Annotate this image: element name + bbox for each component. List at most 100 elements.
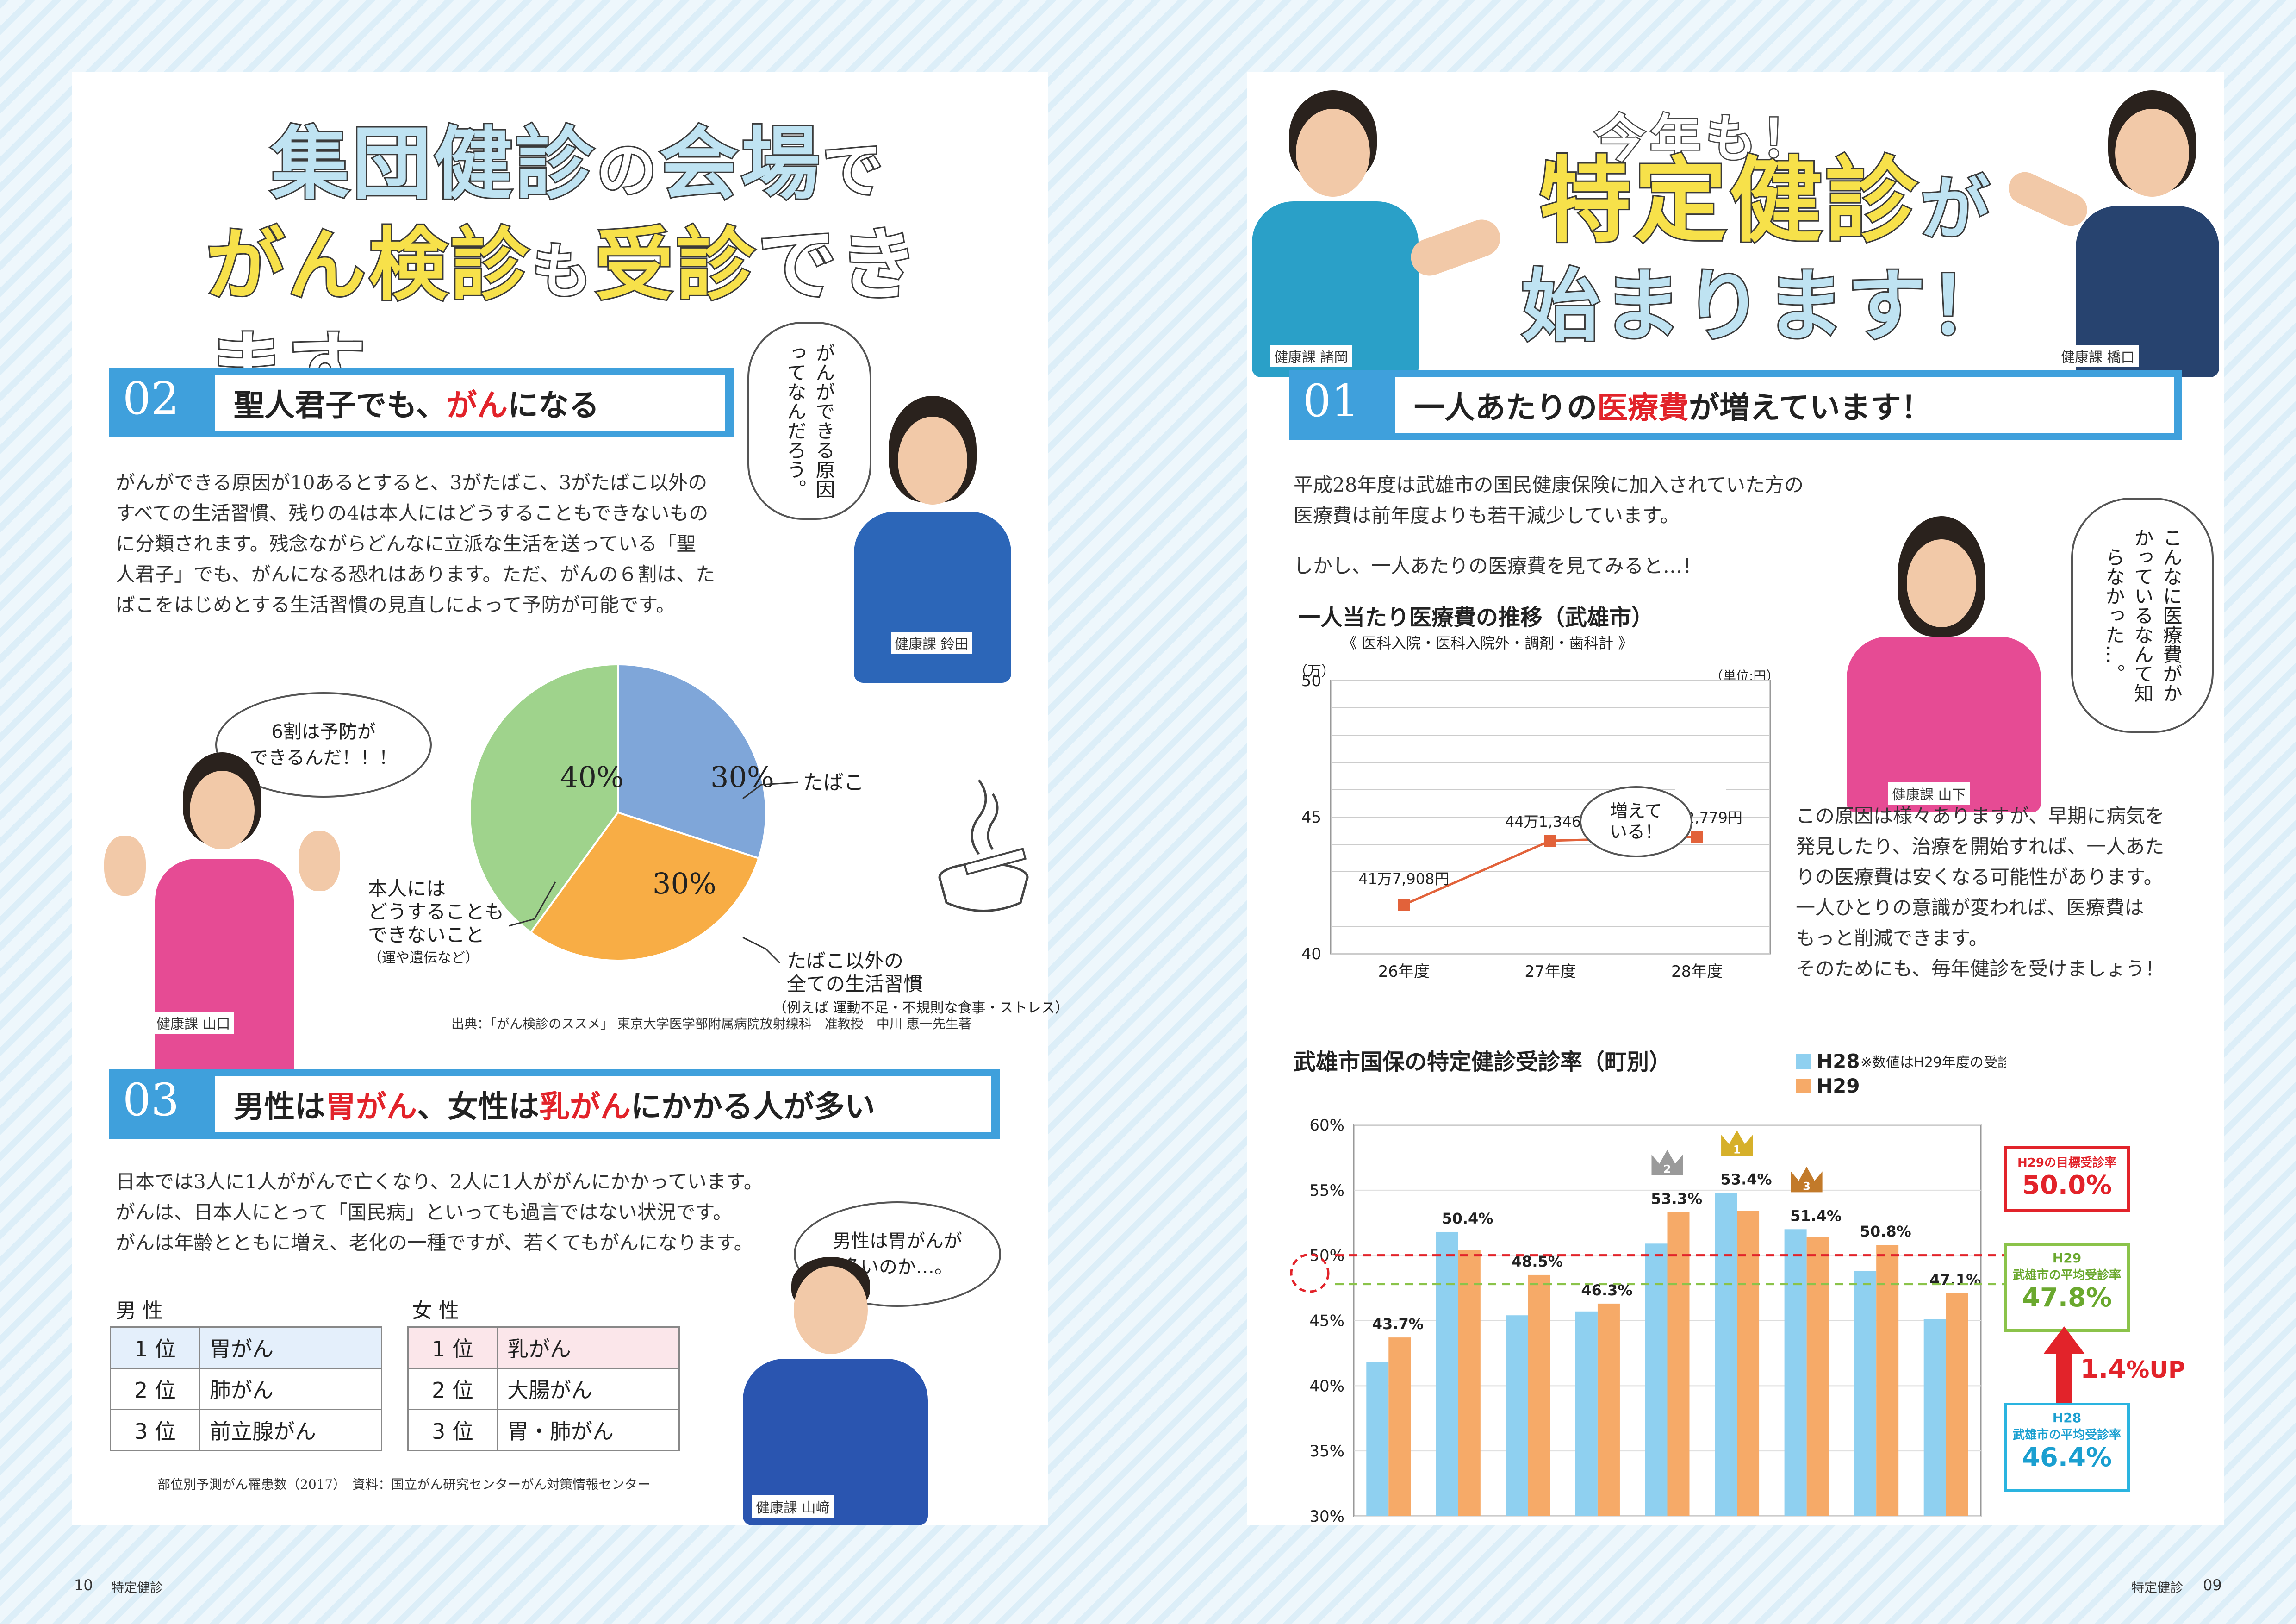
body-line: に分類されます。残念ながらどんなに立派な生活を送っている「聖 bbox=[116, 532, 696, 555]
crown-icon: 3 bbox=[1791, 1167, 1823, 1193]
medical-cost-line-chart: 一人当たり医療費の推移（武雄市） 《 医科入院・医科入院外・調剤・歯科計 》 （… bbox=[1294, 605, 1779, 981]
pie-label-lifestyle-note: （例えば 運動不足・不規則な食事・ストレス） bbox=[773, 1000, 1067, 1016]
pie-slice bbox=[469, 663, 619, 934]
photo-yamashita bbox=[1821, 516, 2080, 812]
rate-data-label: 47.1% bbox=[1929, 1271, 1981, 1288]
bar-h29 bbox=[1388, 1337, 1411, 1516]
headline-1d: で bbox=[821, 134, 886, 207]
pie-value-tobacco: 30% bbox=[710, 760, 774, 794]
rank-pos: 2 位 bbox=[407, 1368, 498, 1410]
body-line: そのためにも、毎年健診を受けましょう！ bbox=[1796, 957, 2165, 980]
rank-name: 胃がん bbox=[199, 1326, 382, 1369]
bubble-text: がんができる原因ってなんだろう。 bbox=[784, 343, 835, 499]
left-page-number: 10 bbox=[74, 1576, 93, 1594]
table-row: 2 位肺がん bbox=[110, 1368, 382, 1410]
table-row: 3 位前立腺がん bbox=[110, 1409, 382, 1451]
body-line: がんは、日本人にとって「国民病」といっても過言ではない状況です。 bbox=[116, 1201, 733, 1224]
crown-icon: 2 bbox=[1651, 1149, 1683, 1176]
headline-1c: 会場 bbox=[658, 117, 823, 212]
caption-yamasaki: 健康課 山﨑 bbox=[752, 1495, 834, 1518]
photo-yamasaki bbox=[715, 1257, 956, 1525]
bar-h28 bbox=[1645, 1243, 1668, 1516]
headline-1a: 集団健診 bbox=[269, 117, 597, 212]
up-arrow-icon bbox=[2043, 1326, 2085, 1465]
pie-source: 出典：「がん検診のススメ」 東京大学医学部附属病院放射線科 准教授 中川 恵一先… bbox=[451, 1016, 971, 1031]
crown-rank: 3 bbox=[1803, 1180, 1811, 1193]
line-annotation-2: いる！ bbox=[1610, 822, 1662, 842]
bar-chart-note: ※数値はH29年度の受診率（速報値） bbox=[1860, 1055, 2006, 1071]
left-page-label: 特定健診 bbox=[111, 1580, 163, 1595]
body-line: 発見したり、治療を開始すれば、一人あた bbox=[1796, 835, 2165, 858]
section-03-header: 03 男性は 胃がん 、女性は 乳がん にかかる人が多い bbox=[109, 1069, 1000, 1139]
title-text: 、女性は bbox=[417, 1089, 539, 1124]
crown-rank: 2 bbox=[1663, 1163, 1671, 1176]
x-tick-label: 26年度 bbox=[1378, 962, 1430, 981]
right-page-label: 特定健診 bbox=[2131, 1580, 2184, 1595]
bar-h28 bbox=[1366, 1362, 1389, 1516]
rate-data-label: 53.3% bbox=[1651, 1190, 1702, 1208]
right-page-number: 09 bbox=[2203, 1576, 2222, 1594]
y-tick-label: 35% bbox=[1309, 1442, 1344, 1461]
section-01-body-2: しかし、一人あたりの医療費を見てみると…！ bbox=[1294, 555, 1702, 577]
title-red: がん bbox=[447, 387, 508, 423]
body-line: 平成28年度は武雄市の国民健康保険に加入されていた方の bbox=[1294, 474, 1804, 496]
cancer-cause-pie-chart: 30% 30% 40% たばこ たばこ以外の 全ての生活習慣 （例えば 運動不足… bbox=[469, 663, 1067, 1016]
rank-name: 胃・肺がん bbox=[497, 1409, 680, 1451]
rate-data-label: 53.4% bbox=[1721, 1170, 1772, 1188]
bar-h29 bbox=[1458, 1250, 1481, 1516]
bar-h28 bbox=[1436, 1231, 1458, 1516]
crown-rank: 1 bbox=[1733, 1143, 1741, 1156]
cost-data-label: 41万7,908円 bbox=[1358, 870, 1449, 887]
rank-name: 乳がん bbox=[497, 1326, 680, 1369]
crown-icon: 1 bbox=[1721, 1130, 1753, 1156]
target-rate-label: H29の目標受診率 bbox=[2017, 1156, 2116, 1170]
speech-bubble-suzuta: がんができる原因ってなんだろう。 bbox=[747, 322, 871, 520]
bar-h29 bbox=[1737, 1211, 1760, 1516]
title-red: 医療費 bbox=[1597, 390, 1689, 425]
pie-label-lifestyle-a: たばこ以外の bbox=[787, 949, 903, 972]
title-text: が増えています！ bbox=[1689, 390, 1932, 425]
body-line: 人君子」でも、がんになる恐れはあります。ただ、がんの６割は、た bbox=[116, 563, 716, 586]
rate-data-label: 50.4% bbox=[1442, 1210, 1493, 1227]
y-tick-label: 40 bbox=[1301, 945, 1321, 963]
section-01-body: 平成28年度は武雄市の国民健康保険に加入されていた方の 医療費は前年度よりも若干… bbox=[1294, 470, 1849, 531]
bubble-line: できるんだ！！！ bbox=[249, 747, 398, 768]
rank-name: 大腸がん bbox=[497, 1368, 680, 1410]
bar-h29 bbox=[1806, 1237, 1829, 1516]
bar-h28 bbox=[1923, 1319, 1946, 1516]
table-row: 1 位胃がん bbox=[110, 1326, 382, 1369]
bar-chart-title: 武雄市国保の特定健診受診率（町別） bbox=[1294, 1049, 1671, 1075]
y-tick-label: 60% bbox=[1309, 1116, 1344, 1135]
label-line: できないこと bbox=[368, 924, 485, 946]
body-line: がんができる原因が10あるとすると、3がたばこ、3がたばこ以外の bbox=[116, 471, 708, 494]
title-text: になる bbox=[508, 387, 600, 423]
headline-line2: 始まります！ bbox=[1520, 259, 2010, 354]
y-tick-label: 30% bbox=[1309, 1507, 1344, 1525]
target-rate-box: H29の目標受診率 50.0% bbox=[2004, 1146, 2130, 1212]
line-chart-subtitle: 《 医科入院・医科入院外・調剤・歯科計 》 bbox=[1342, 634, 1633, 652]
rate-data-label: 51.4% bbox=[1790, 1207, 1842, 1224]
line-chart-ylabel: （万） bbox=[1294, 663, 1335, 680]
bar-h29 bbox=[1876, 1245, 1899, 1516]
rank-name: 前立腺がん bbox=[199, 1409, 382, 1451]
right-headline-top: 今年も！ bbox=[1593, 108, 1817, 170]
headline-1b: の bbox=[595, 134, 660, 207]
section-02-title: 聖人君子でも、 がん になる bbox=[215, 375, 725, 431]
photo-yamaguchi bbox=[104, 752, 345, 1086]
target-rate-value: 50.0% bbox=[2022, 1170, 2112, 1200]
body-line: ばこをはじめとする生活習慣の見直しによって予防が可能です。 bbox=[116, 593, 676, 616]
headline-ga: が bbox=[1919, 168, 1993, 251]
bar-h28 bbox=[1784, 1229, 1807, 1516]
pie-value-lifestyle: 30% bbox=[653, 867, 716, 900]
right-page: 今年も！ 特定健診が 始まります！ 健康課 諸岡 健康課 橋口 01 一人あたり… bbox=[1247, 72, 2224, 1525]
rank-pos: 1 位 bbox=[407, 1326, 498, 1369]
section-03-number: 03 bbox=[123, 1074, 180, 1126]
pie-value-other: 40% bbox=[560, 760, 624, 794]
bar-h29 bbox=[1528, 1274, 1550, 1516]
x-tick-label: 27年度 bbox=[1524, 962, 1576, 981]
cost-point bbox=[1544, 835, 1556, 847]
crown-shape bbox=[1651, 1149, 1683, 1175]
photo-morooka bbox=[1252, 90, 1511, 377]
section-03-title: 男性は 胃がん 、女性は 乳がん にかかる人が多い bbox=[215, 1076, 991, 1132]
label-line: 本人には bbox=[368, 877, 446, 900]
